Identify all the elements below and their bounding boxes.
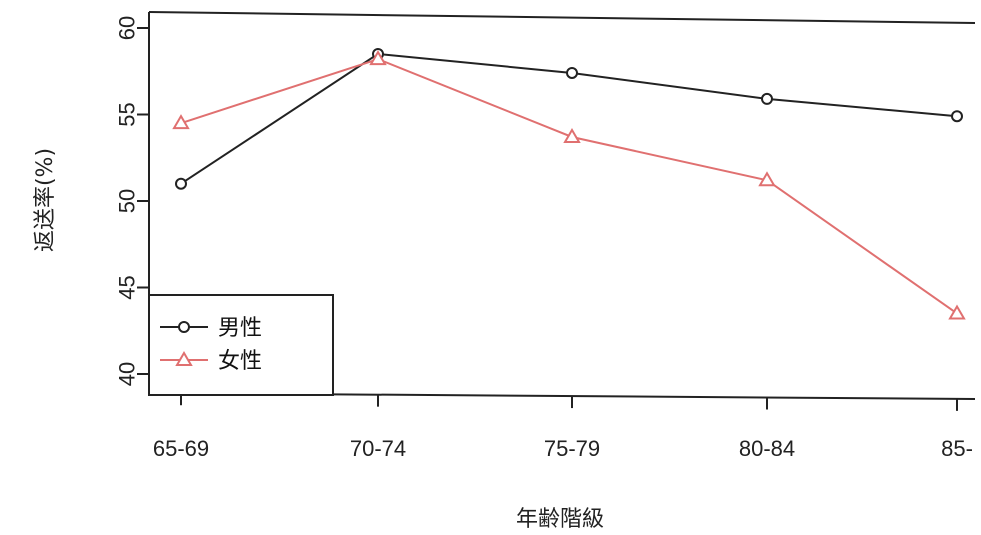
data-point-male (951, 110, 963, 123)
series-line-female (180, 58, 958, 315)
legend-label-female: 女性 (218, 349, 262, 374)
axes: 40 45 50 55 60 65-69 70-74 75-79 80-84 85- (115, 11, 976, 461)
y-tick-label: 50 (115, 189, 140, 213)
x-tick-label: 80-84 (739, 436, 795, 461)
y-tick-label: 40 (115, 362, 140, 386)
legend-marker-female (175, 351, 193, 366)
x-tick-label: 70-74 (350, 436, 406, 461)
y-tick-label: 55 (115, 102, 140, 126)
legend: 男性 女性 (148, 294, 334, 396)
legend-box (148, 294, 334, 396)
data-point-female (369, 50, 387, 66)
y-tick-label: 45 (115, 275, 140, 299)
data-point-male (566, 66, 578, 79)
y-tick-label: 60 (115, 16, 140, 40)
x-tick-label: 65-69 (153, 436, 209, 461)
data-point-female (948, 304, 966, 320)
data-point-male (761, 92, 773, 105)
x-tick-label: 75-79 (544, 436, 600, 461)
x-axis-title: 年齢階級 (516, 507, 604, 532)
y-axis-title: 返送率(%) (33, 148, 58, 252)
x-tick-label: 85- (941, 436, 973, 461)
series-layer (172, 47, 966, 320)
legend-marker-male (178, 321, 190, 333)
plot-frame-top (148, 11, 976, 24)
data-point-male (175, 177, 187, 190)
data-point-female (172, 114, 190, 130)
data-point-female (758, 171, 776, 187)
legend-label-male: 男性 (218, 316, 262, 341)
data-point-female (563, 128, 581, 143)
